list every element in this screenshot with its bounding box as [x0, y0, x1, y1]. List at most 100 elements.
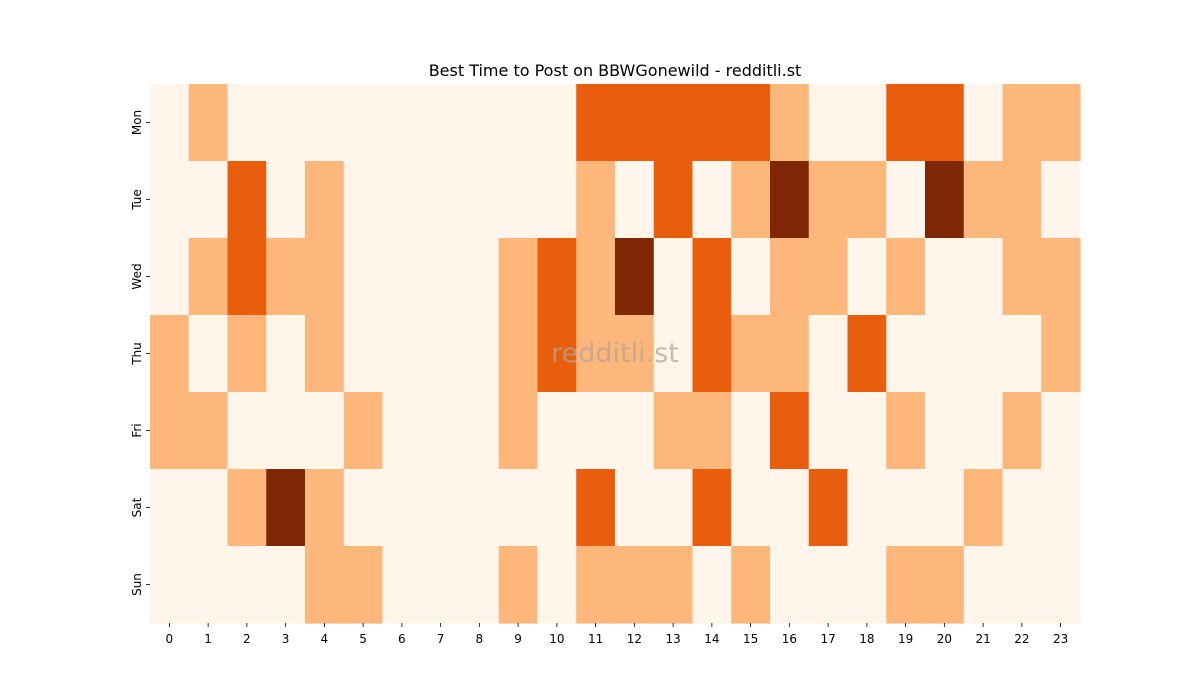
heatmap-cell-mon-20: [925, 84, 965, 162]
heatmap-cell-fri-22: [1002, 392, 1042, 470]
heatmap-cell-sun-3: [266, 546, 306, 624]
heatmap-cell-tue-20: [925, 161, 965, 239]
heatmap-cell-wed-22: [1002, 238, 1042, 316]
heatmap-cell-sat-22: [1002, 469, 1042, 547]
heatmap-cell-wed-23: [1041, 238, 1081, 316]
heatmap-cell-tue-13: [653, 161, 694, 239]
heatmap-cell-tue-11: [576, 161, 616, 239]
heatmap-cell-fri-5: [343, 392, 384, 470]
heatmap-cell-tue-15: [731, 161, 771, 239]
heatmap-cell-fri-23: [1041, 392, 1081, 470]
x-tick-label: 22: [1014, 632, 1029, 646]
x-tick-label: 20: [937, 632, 952, 646]
heatmap-cell-wed-14: [692, 238, 732, 316]
x-tick-label: 10: [549, 632, 564, 646]
heatmap-cell-sat-12: [615, 469, 655, 547]
heatmap-cell-fri-0: [150, 392, 190, 470]
x-tick-label: 8: [476, 632, 484, 646]
heatmap-cell-thu-21: [963, 315, 1004, 393]
heatmap-cell-sun-22: [1002, 546, 1042, 624]
heatmap-cell-sun-1: [188, 546, 229, 624]
heatmap-cell-thu-7: [421, 315, 461, 393]
heatmap-cell-thu-23: [1041, 315, 1081, 393]
y-tick-label: Sun: [130, 573, 144, 596]
heatmap-cell-thu-16: [770, 315, 810, 393]
heatmap-cell-sat-0: [150, 469, 190, 547]
heatmap-cell-mon-22: [1002, 84, 1042, 162]
heatmap-cell-sun-13: [653, 546, 694, 624]
heatmap-cell-thu-2: [227, 315, 267, 393]
x-tick-label: 14: [704, 632, 719, 646]
heatmap-cell-sat-2: [227, 469, 267, 547]
heatmap-cell-tue-9: [498, 161, 539, 239]
heatmap-cell-sat-7: [421, 469, 461, 547]
x-tick-label: 7: [437, 632, 445, 646]
heatmap-cell-fri-12: [615, 392, 655, 470]
heatmap-cell-wed-12: [615, 238, 655, 316]
y-tick-label: Thu: [130, 342, 144, 366]
heatmap-cell-fri-9: [498, 392, 539, 470]
heatmap-cell-thu-0: [150, 315, 190, 393]
heatmap-cell-sat-20: [925, 469, 965, 547]
heatmap-cell-sat-14: [692, 469, 732, 547]
heatmap-cell-fri-18: [847, 392, 887, 470]
heatmap-cell-fri-4: [305, 392, 345, 470]
heatmap-cell-wed-15: [731, 238, 771, 316]
x-tick-label: 3: [282, 632, 290, 646]
heatmap-cell-tue-19: [886, 161, 926, 239]
heatmap-cell-mon-19: [886, 84, 926, 162]
heatmap-cell-sun-11: [576, 546, 616, 624]
heatmap-cell-sat-23: [1041, 469, 1081, 547]
heatmap-cell-mon-16: [770, 84, 810, 162]
heatmap-cell-mon-12: [615, 84, 655, 162]
heatmap-cell-thu-3: [266, 315, 306, 393]
x-tick-label: 16: [782, 632, 797, 646]
heatmap-cell-thu-4: [305, 315, 345, 393]
heatmap-cell-mon-7: [421, 84, 461, 162]
heatmap-cell-thu-9: [498, 315, 539, 393]
heatmap-cell-mon-3: [266, 84, 306, 162]
chart-title: Best Time to Post on BBWGonewild - reddi…: [429, 61, 802, 80]
heatmap-cell-mon-15: [731, 84, 771, 162]
heatmap-cell-tue-10: [537, 161, 577, 239]
heatmap-cell-mon-5: [343, 84, 384, 162]
heatmap-cell-mon-0: [150, 84, 190, 162]
heatmap-cell-sun-21: [963, 546, 1004, 624]
heatmap-cell-thu-17: [808, 315, 849, 393]
heatmap-cell-wed-10: [537, 238, 577, 316]
heatmap-cell-sun-15: [731, 546, 771, 624]
y-tick-label: Tue: [130, 189, 144, 211]
heatmap-cell-mon-10: [537, 84, 577, 162]
heatmap-cell-thu-6: [382, 315, 422, 393]
heatmap-cell-sun-2: [227, 546, 267, 624]
heatmap-cell-sun-14: [692, 546, 732, 624]
heatmap-cell-mon-6: [382, 84, 422, 162]
heatmap-cell-fri-10: [537, 392, 577, 470]
heatmap-cell-mon-8: [460, 84, 500, 162]
heatmap-cell-fri-15: [731, 392, 771, 470]
heatmap-cell-mon-17: [808, 84, 849, 162]
heatmap-cell-sun-17: [808, 546, 849, 624]
x-tick-label: 23: [1053, 632, 1068, 646]
heatmap-cell-wed-4: [305, 238, 345, 316]
heatmap-cell-fri-13: [653, 392, 694, 470]
heatmap-cell-tue-12: [615, 161, 655, 239]
x-tick-label: 18: [859, 632, 874, 646]
heatmap-cell-sun-19: [886, 546, 926, 624]
x-tick-label: 4: [321, 632, 329, 646]
heatmap-cell-sun-18: [847, 546, 887, 624]
heatmap-cell-fri-17: [808, 392, 849, 470]
x-tick-label: 0: [166, 632, 174, 646]
heatmap-cell-wed-16: [770, 238, 810, 316]
heatmap-cell-sat-16: [770, 469, 810, 547]
heatmap-cell-mon-13: [653, 84, 694, 162]
heatmap-cell-sun-9: [498, 546, 539, 624]
x-tick-label: 11: [588, 632, 603, 646]
heatmap-cell-wed-20: [925, 238, 965, 316]
heatmap-cell-sat-4: [305, 469, 345, 547]
y-tick-label: Wed: [130, 263, 144, 289]
heatmap-cell-tue-14: [692, 161, 732, 239]
heatmap-cell-tue-1: [188, 161, 229, 239]
heatmap-cells: [150, 84, 1081, 624]
heatmap-cell-tue-4: [305, 161, 345, 239]
